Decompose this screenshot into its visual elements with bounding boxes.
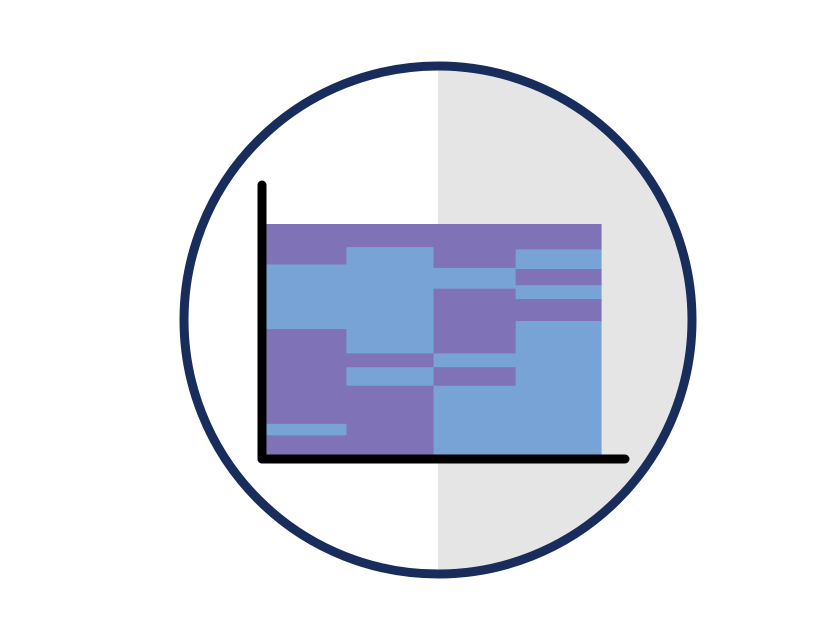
mosaic-segment-c4-s2 [515,249,602,270]
mosaic-segment-c4-s5 [515,299,602,322]
mosaic-segment-c3-s1 [433,224,517,269]
mosaic-segment-c3-s6 [433,385,517,456]
mosaic-segment-c1-s4 [266,423,347,436]
mosaic-segment-c1-s5 [266,435,347,456]
mosaic-segment-c2-s5 [346,385,435,456]
mosaic-segment-c3-s5 [433,367,517,387]
mosaic-segment-c3-s3 [433,288,517,354]
mosaic-segment-c3-s4 [433,353,517,368]
mosaic-segment-c1-s3 [266,329,347,425]
mosaic-segment-c4-s6 [515,321,602,456]
mosaic-segment-c3-s2 [433,267,517,290]
mosaic-segment-c2-s4 [346,367,435,387]
circle-outline [179,61,697,579]
mosaic-segment-c4-s1 [515,224,602,251]
mosaic-segment-c4-s3 [515,269,602,286]
mosaic-segment-c2-s1 [346,224,435,248]
mosaic-segment-c1-s2 [266,264,347,330]
mosaic-segment-c2-s3 [346,353,435,368]
mosaic-segment-c1-s1 [266,224,347,266]
mosaic-plot-area [266,224,602,456]
mosaic-segment-c4-s4 [515,285,602,300]
mosaic-segment-c2-s2 [346,247,435,354]
